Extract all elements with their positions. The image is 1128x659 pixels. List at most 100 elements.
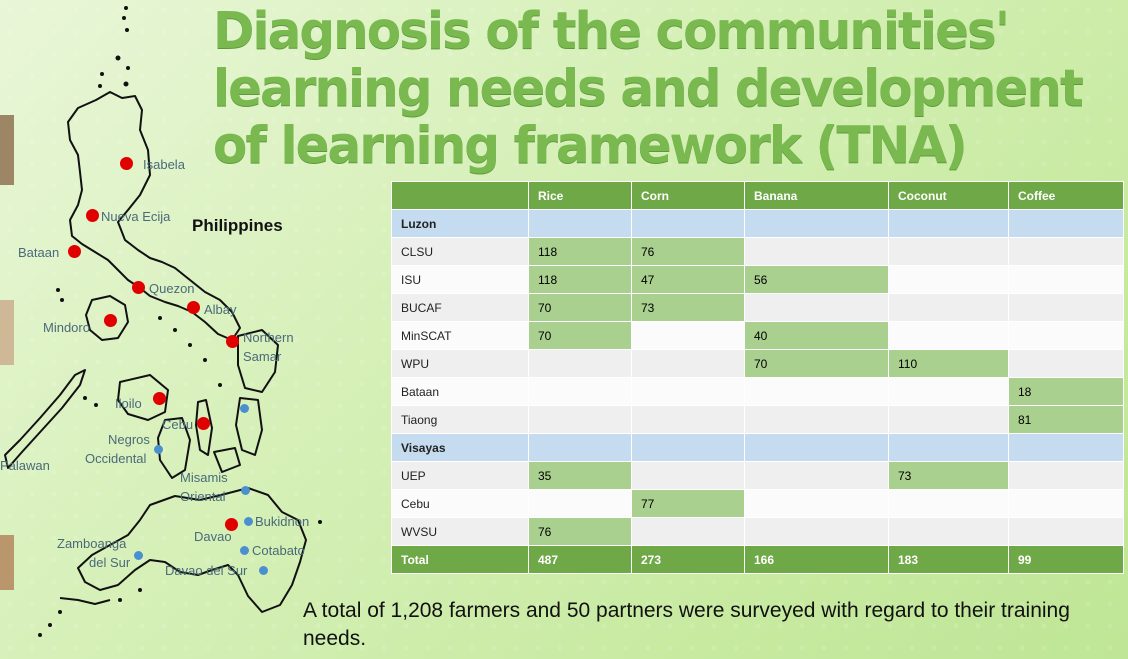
value-cell (744, 517, 889, 546)
group-empty-cell (631, 209, 745, 238)
edge-photo-3 (0, 535, 14, 590)
value-cell (1008, 489, 1124, 518)
group-empty-cell (528, 209, 632, 238)
value-cell: 70 (528, 321, 632, 350)
label-misamis-2: Oriental (180, 489, 226, 504)
total-value-cell: 487 (528, 545, 632, 574)
table-row: WPU 70 110 (391, 349, 1124, 378)
header-banana: Banana (744, 181, 889, 210)
value-cell (888, 237, 1009, 266)
total-value-cell: 99 (1008, 545, 1124, 574)
institution-cell: ISU (391, 265, 529, 294)
table-row: WVSU 76 (391, 517, 1124, 546)
marker-cotabato (240, 546, 249, 555)
page-title: Diagnosis of the communities' learning n… (213, 1, 1084, 175)
value-cell (528, 349, 632, 378)
table-row: ISU 118 47 56 (391, 265, 1124, 294)
label-davao: Davao (194, 529, 232, 544)
table-row: Cebu 77 (391, 489, 1124, 518)
label-davao-del-sur: Davao del Sur (165, 563, 248, 578)
marker-northern-samar (226, 335, 239, 348)
institution-cell: WPU (391, 349, 529, 378)
label-mindoro: Mindoro (43, 320, 90, 335)
philippines-map (4, 6, 322, 637)
group-empty-cell (744, 433, 889, 462)
group-empty-cell (888, 209, 1009, 238)
label-zamboanga-2: del Sur (89, 555, 131, 570)
edge-photo-1 (0, 115, 14, 185)
header-coffee: Coffee (1008, 181, 1124, 210)
marker-negros-occidental (154, 445, 163, 454)
value-cell: 56 (744, 265, 889, 294)
value-cell: 18 (1008, 377, 1124, 406)
total-value-cell: 183 (888, 545, 1009, 574)
label-northern-samar-2: Samar (243, 349, 282, 364)
table-row: Tiaong 81 (391, 405, 1124, 434)
label-negros-2: Occidental (85, 451, 147, 466)
value-cell: 118 (528, 265, 632, 294)
value-cell (631, 461, 745, 490)
summary-text: A total of 1,208 farmers and 50 partners… (303, 599, 1070, 650)
institution-cell: WVSU (391, 517, 529, 546)
label-quezon: Quezon (149, 281, 195, 296)
value-cell (1008, 321, 1124, 350)
value-cell (888, 517, 1009, 546)
label-palawan: Palawan (0, 458, 50, 473)
value-cell (744, 489, 889, 518)
value-cell (888, 377, 1009, 406)
marker-davao-del-sur (259, 566, 268, 575)
header-institution (391, 181, 529, 210)
value-cell (1008, 293, 1124, 322)
header-corn: Corn (631, 181, 745, 210)
institution-cell: UEP (391, 461, 529, 490)
institution-cell: CLSU (391, 237, 529, 266)
value-cell (631, 321, 745, 350)
value-cell (631, 349, 745, 378)
group-empty-cell (631, 433, 745, 462)
marker-mindoro (104, 314, 117, 327)
value-cell (744, 461, 889, 490)
value-cell: 40 (744, 321, 889, 350)
value-cell: 110 (888, 349, 1009, 378)
group-empty-cell (1008, 433, 1124, 462)
value-cell: 73 (631, 293, 745, 322)
value-cell (888, 489, 1009, 518)
edge-photo-2 (0, 300, 14, 365)
marker-nueva-ecija (86, 209, 99, 222)
value-cell (744, 237, 889, 266)
group-empty-cell (1008, 209, 1124, 238)
value-cell (744, 377, 889, 406)
marker-bukidnon (244, 517, 253, 526)
group-empty-cell (528, 433, 632, 462)
marker-bataan (68, 245, 81, 258)
marker-misamis-oriental (241, 486, 250, 495)
label-zamboanga-1: Zamboanga (57, 536, 127, 551)
institution-cell: BUCAF (391, 293, 529, 322)
institution-cell: Bataan (391, 377, 529, 406)
label-northern-samar-1: Northern (243, 330, 294, 345)
table-row: CLSU 118 76 (391, 237, 1124, 266)
value-cell (888, 293, 1009, 322)
header-coconut: Coconut (888, 181, 1009, 210)
total-value-cell: 273 (631, 545, 745, 574)
table-row: UEP 35 73 (391, 461, 1124, 490)
label-cotabato: Cotabato (252, 543, 305, 558)
group-row: Luzon (391, 209, 1124, 238)
label-iloilo: Iloilo (115, 396, 142, 411)
marker-iloilo (153, 392, 166, 405)
label-bukidnon: Bukidnon (255, 514, 310, 529)
group-label: Luzon (391, 209, 529, 238)
total-value-cell: 166 (744, 545, 889, 574)
institution-cell: Cebu (391, 489, 529, 518)
value-cell: 76 (631, 237, 745, 266)
marker-zamboanga-del-sur (134, 551, 143, 560)
value-cell (1008, 517, 1124, 546)
label-negros-1: Negros (108, 432, 150, 447)
value-cell: 76 (528, 517, 632, 546)
value-cell: 81 (1008, 405, 1124, 434)
value-cell: 70 (744, 349, 889, 378)
marker-albay (187, 301, 200, 314)
label-albay: Albay (204, 302, 237, 317)
value-cell (888, 405, 1009, 434)
value-cell (528, 377, 632, 406)
